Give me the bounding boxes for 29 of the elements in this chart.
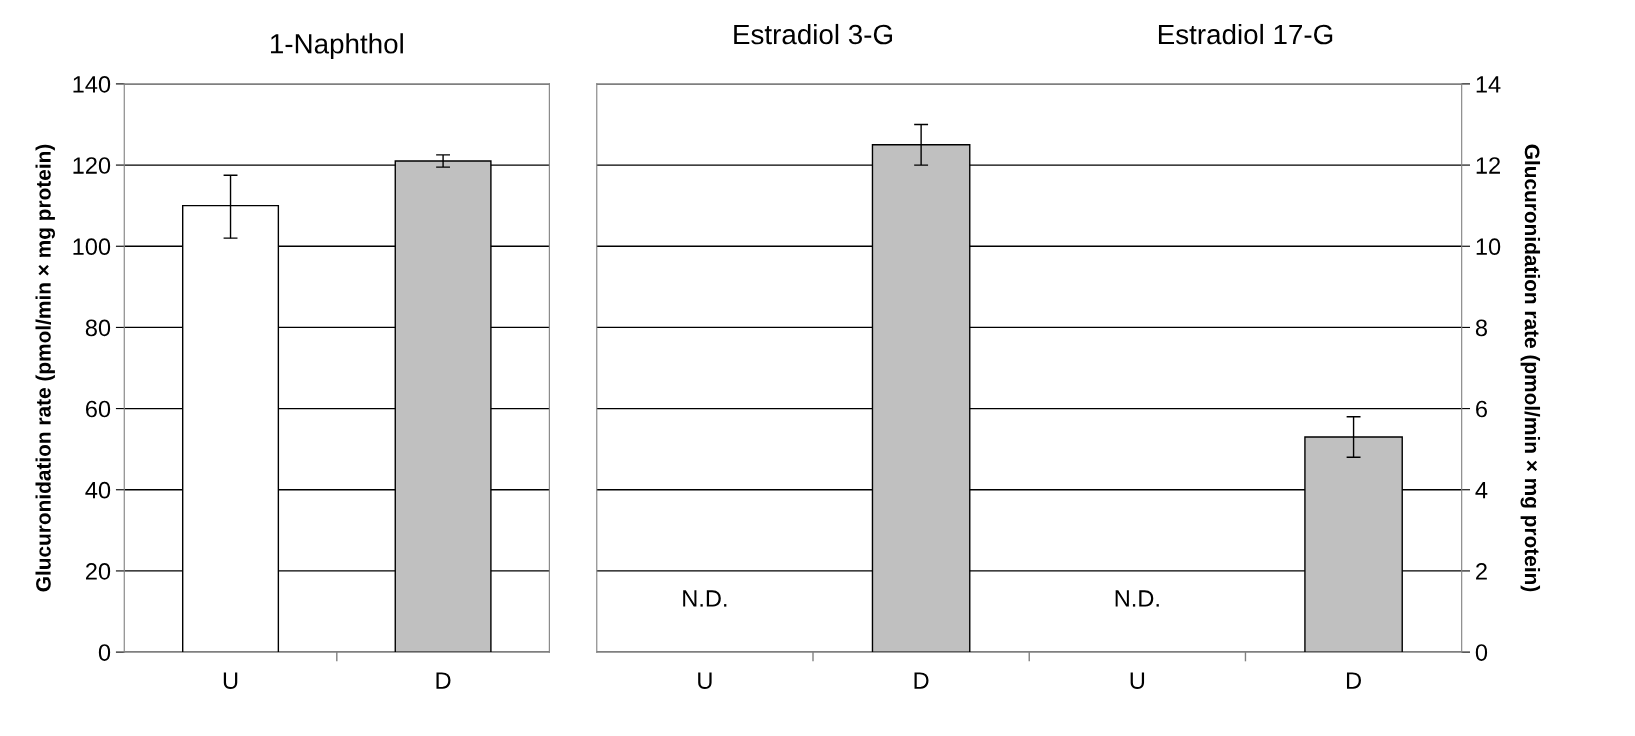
x-tick-label: D: [436, 672, 451, 689]
y-tick-label: 120: [73, 157, 111, 174]
text: Estradiol 17-G: [1158, 23, 1333, 45]
x-tick-label: D: [1346, 672, 1361, 689]
text: Estradiol 3-G: [734, 23, 892, 45]
y-axis-title: Glucuronidation rate (pmol/min × mg protein): [35, 144, 56, 592]
y-tick-label: 20: [85, 562, 111, 580]
x-tick-label: U: [223, 672, 238, 689]
y2-tick-label: 10: [1476, 238, 1501, 256]
y2-axis-title: Glucuronidation rate (pmol/min × mg protein): [1520, 144, 1541, 592]
y-tick-label: 0: [98, 644, 111, 661]
y2-tick-label: 14: [1476, 76, 1501, 93]
y-tick-label: 40: [85, 481, 111, 499]
annotation: N.D.: [683, 590, 727, 607]
x-tick-label: U: [698, 672, 712, 689]
y-tick-label: 60: [86, 400, 111, 418]
y2-tick-label: 8: [1475, 319, 1487, 337]
x-tick-label: U: [1130, 672, 1145, 689]
annotation: N.D.: [1115, 590, 1159, 607]
y-tick-label: 140: [73, 75, 111, 93]
y2-tick-label: 2: [1476, 562, 1487, 580]
y2-tick-label: 12: [1476, 157, 1500, 174]
y-tick-label: 100: [73, 238, 111, 256]
y2-tick-label: 4: [1475, 482, 1488, 499]
y2-tick-label: 0: [1475, 644, 1488, 661]
chart-title: 1-Naphthol: [270, 33, 403, 60]
x-tick-label: D: [914, 672, 929, 689]
y2-tick-label: 6: [1476, 400, 1487, 418]
y-tick-label: 80: [85, 319, 111, 337]
